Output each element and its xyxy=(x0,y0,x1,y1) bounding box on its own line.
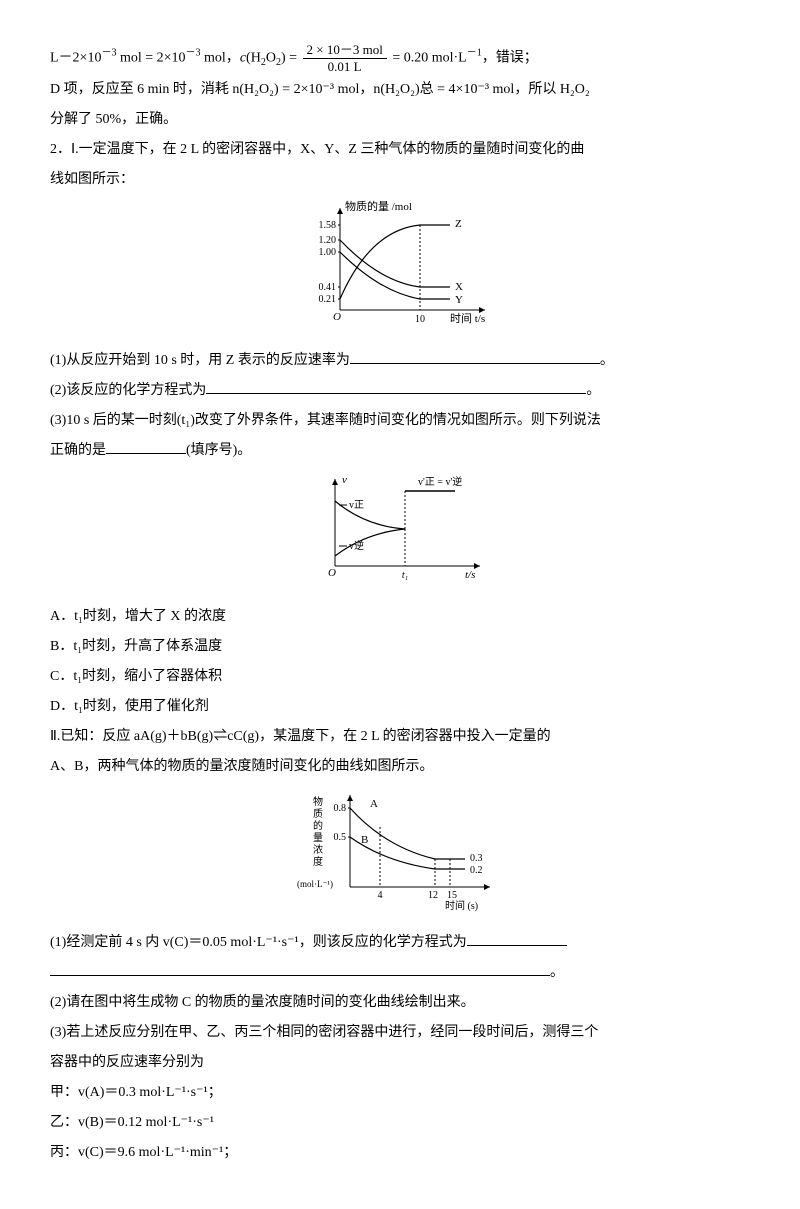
blank xyxy=(50,961,550,976)
q2-3a: (3)若上述反应分别在甲、乙、丙三个相同的密闭容器中进行，经同一段时间后，测得三… xyxy=(50,1019,750,1047)
series-label: B xyxy=(361,834,368,846)
rate-1: 甲：v(A)＝0.3 mol·L⁻¹·s⁻¹； xyxy=(50,1079,750,1107)
text: 。 xyxy=(550,965,564,980)
series-label: X xyxy=(455,281,463,293)
text-line: L－2×10－3 mol = 2×10－3 mol，c(H2O2) = 2 × … xyxy=(50,42,750,74)
q2-1b: 。 xyxy=(50,959,750,987)
xtick: 10 xyxy=(415,314,425,325)
denominator: 0.01 L xyxy=(303,59,387,75)
text: (H xyxy=(246,50,261,65)
ytick: 1.00 xyxy=(319,247,337,258)
text: mol = 2×10 xyxy=(116,50,185,65)
question-3-line2: 正确的是 (填序号)。 xyxy=(50,437,750,465)
ylabel-c: 质 xyxy=(313,808,323,820)
chart-svg: 0.8 0.5 0.3 0.2 4 12 15 A B 物 质 的 量 浓 度 … xyxy=(295,787,505,912)
text: (2)该反应的化学方程式为 xyxy=(50,383,206,398)
option-d: D．t₁时刻，使用了催化剂 xyxy=(50,693,750,721)
ytick: 0.5 xyxy=(334,832,347,843)
text-line: 2．Ⅰ.一定温度下，在 2 L 的密闭容器中，X、Y、Z 三种气体的物质的量随时… xyxy=(50,136,750,164)
sup: －3 xyxy=(186,48,201,59)
text: 。 xyxy=(600,353,614,368)
xtick: t₁ xyxy=(402,570,408,581)
ytick: 1.58 xyxy=(319,220,337,231)
rtick: 0.2 xyxy=(470,865,483,876)
text: (1)从反应开始到 10 s 时，用 Z 表示的反应速率为 xyxy=(50,353,350,368)
question-1: (1)从反应开始到 10 s 时，用 Z 表示的反应速率为 。 xyxy=(50,347,750,375)
part2-line2: A、B，两种气体的物质的量浓度随时间变化的曲线如图所示。 xyxy=(50,753,750,781)
xlabel: t/s xyxy=(465,569,475,581)
series-label: Z xyxy=(455,218,462,230)
blank xyxy=(106,439,186,454)
text: (填序号)。 xyxy=(186,443,251,458)
text-line: 分解了 50%，正确。 xyxy=(50,106,750,134)
text: 正确的是 xyxy=(50,443,106,458)
q2-1: (1)经测定前 4 s 内 v(C)＝0.05 mol·L⁻¹·s⁻¹，则该反应… xyxy=(50,929,750,957)
numerator: 2 × 10－3 mol xyxy=(303,42,387,59)
xlabel: 时间 (s) xyxy=(445,899,478,912)
chart-svg: 1.58 1.20 1.00 0.41 0.21 Z X Y 物质的量 /mol… xyxy=(300,200,500,330)
ytick: 0.41 xyxy=(319,282,337,293)
label: v逆 xyxy=(349,539,364,552)
rate-2: 乙：v(B)＝0.12 mol·L⁻¹·s⁻¹ xyxy=(50,1109,750,1137)
rate-3: 丙：v(C)＝9.6 mol·L⁻¹·min⁻¹； xyxy=(50,1139,750,1167)
option-c: C．t₁时刻，缩小了容器体积 xyxy=(50,663,750,691)
xtick: 12 xyxy=(428,890,438,901)
xtick: 15 xyxy=(447,890,457,901)
origin: O xyxy=(328,567,336,579)
series-label: A xyxy=(370,798,378,810)
ylabel: 物质的量 /mol xyxy=(345,200,412,213)
series-label: Y xyxy=(455,294,463,306)
blank xyxy=(350,349,600,364)
ytick: 0.21 xyxy=(319,294,337,305)
ylabel: v xyxy=(342,474,347,486)
fraction: 2 × 10－3 mol0.01 L xyxy=(303,42,387,74)
label: v'正 = v'逆 xyxy=(418,475,462,488)
option-a: A．t₁时刻，增大了 X 的浓度 xyxy=(50,603,750,631)
figure-1: 1.58 1.20 1.00 0.41 0.21 Z X Y 物质的量 /mol… xyxy=(50,200,750,341)
figure-3: 0.8 0.5 0.3 0.2 4 12 15 A B 物 质 的 量 浓 度 … xyxy=(50,787,750,923)
q2-3b: 容器中的反应速率分别为 xyxy=(50,1049,750,1077)
part2-line1: Ⅱ.已知：反应 aA(g)＋bB(g)⇌cC(g)，某温度下，在 2 L 的密闭… xyxy=(50,723,750,751)
ylabel-c: 量 xyxy=(313,832,323,844)
text-line: D 项，反应至 6 min 时，消耗 n(H₂O₂) = 2×10⁻³ mol，… xyxy=(50,76,750,104)
text: L－2×10 xyxy=(50,50,101,65)
blank xyxy=(467,931,567,946)
ylabel-c: 度 xyxy=(313,855,323,868)
blank xyxy=(206,379,586,394)
question-3-line1: (3)10 s 后的某一时刻(t₁)改变了外界条件，其速率随时间变化的情况如图所… xyxy=(50,407,750,435)
ytick: 1.20 xyxy=(319,235,337,246)
option-b: B．t₁时刻，升高了体系温度 xyxy=(50,633,750,661)
sup: －1 xyxy=(467,48,482,59)
figure-2: v v正 v逆 v'正 = v'逆 t₁ t/s O xyxy=(50,471,750,597)
xlabel: 时间 t/s xyxy=(450,312,485,325)
label: v正 xyxy=(349,500,364,511)
text: O xyxy=(266,50,276,65)
ytick: 0.8 xyxy=(334,803,347,814)
ylabel-c: 物 xyxy=(313,795,323,808)
xtick: 4 xyxy=(378,890,383,901)
chart-svg: v v正 v逆 v'正 = v'逆 t₁ t/s O xyxy=(305,471,495,586)
ylabel-c: 浓 xyxy=(313,844,323,856)
yunit: (mol·L⁻¹) xyxy=(297,879,333,889)
origin: O xyxy=(333,311,341,323)
text: ) = xyxy=(281,50,301,65)
sup: －3 xyxy=(101,48,116,59)
q2-2: (2)请在图中将生成物 C 的物质的量浓度随时间的变化曲线绘制出来。 xyxy=(50,989,750,1017)
question-2: (2)该反应的化学方程式为 。 xyxy=(50,377,750,405)
text: (1)经测定前 4 s 内 v(C)＝0.05 mol·L⁻¹·s⁻¹，则该反应… xyxy=(50,935,467,950)
text: ，错误； xyxy=(482,50,538,65)
ylabel-c: 的 xyxy=(313,819,323,832)
text-line: 线如图所示： xyxy=(50,166,750,194)
rtick: 0.3 xyxy=(470,853,483,864)
text: 。 xyxy=(586,383,600,398)
text: = 0.20 mol·L xyxy=(389,50,467,65)
text: mol， xyxy=(201,50,240,65)
